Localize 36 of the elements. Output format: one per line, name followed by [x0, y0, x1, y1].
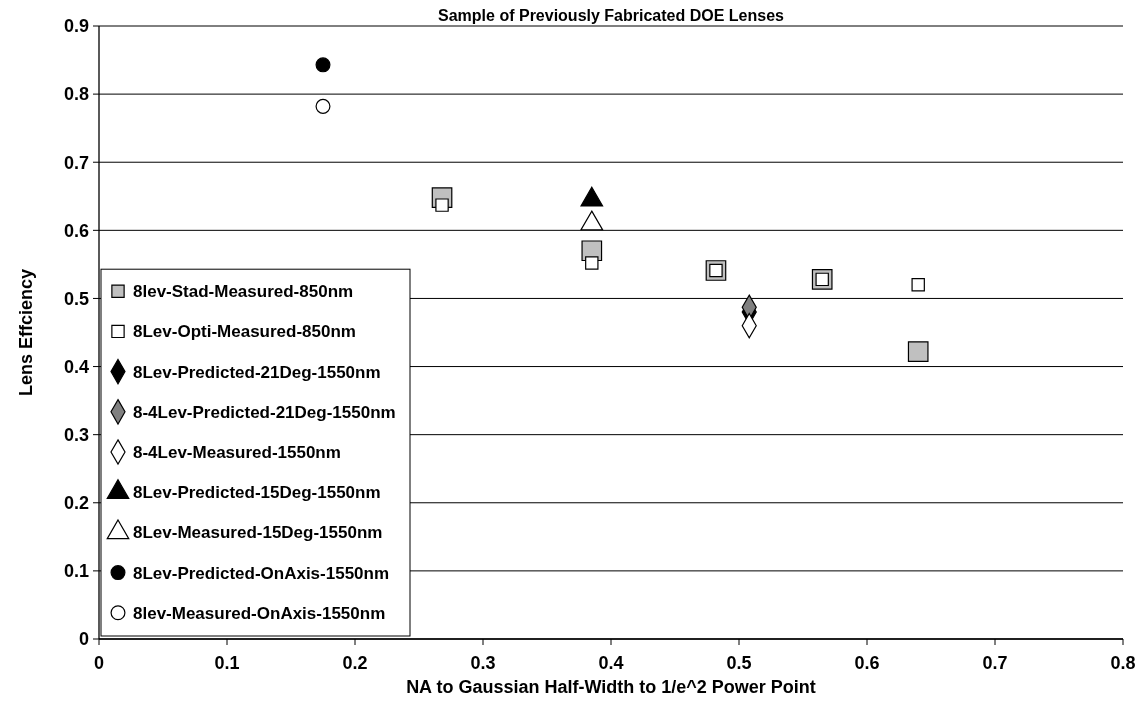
x-tick-label: 0.3: [470, 653, 496, 673]
legend-label: 8Lev-Opti-Measured-850nm: [133, 322, 356, 342]
legend-label: 8Lev-Predicted-15Deg-1550nm: [133, 483, 381, 503]
x-tick-label: 0.1: [214, 653, 240, 673]
x-tick-label: 0.2: [342, 653, 368, 673]
x-tick-label: 0: [93, 653, 105, 673]
legend-label: 8Lev-Measured-15Deg-1550nm: [133, 523, 383, 543]
y-tick-label: 0.6: [63, 220, 89, 241]
y-tick-label: 0.1: [63, 561, 89, 582]
x-tick-label: 0.5: [726, 653, 752, 673]
x-tick-label: 0.7: [982, 653, 1008, 673]
x-tick-label: 0.4: [598, 653, 624, 673]
point: [315, 98, 331, 114]
y-tick-label: 0.8: [63, 84, 89, 105]
y-tick-label: 0.2: [63, 493, 89, 514]
y-tick-label: 0.7: [63, 152, 89, 173]
point: [315, 57, 331, 73]
point: [585, 256, 599, 270]
legend-label: 8lev-Measured-OnAxis-1550nm: [133, 603, 386, 623]
point: [907, 341, 929, 362]
y-tick-label: 0.5: [63, 288, 89, 309]
chart-title: Sample of Previously Fabricated DOE Lenses: [438, 7, 785, 24]
y-tick-label: 0.4: [63, 356, 89, 377]
point: [435, 198, 449, 212]
y-tick-label: 0: [78, 629, 89, 650]
x-tick-label: 0.8: [1110, 653, 1136, 673]
y-tick-label: 0.3: [63, 424, 89, 445]
legend-label: 8Lev-Predicted-OnAxis-1550nm: [133, 563, 390, 583]
legend-label: 8Lev-Predicted-21Deg-1550nm: [133, 362, 381, 382]
y-tick-label: 0.9: [63, 16, 89, 37]
legend-label: 8-4Lev-Predicted-21Deg-1550nm: [133, 402, 396, 422]
legend-label: 8-4Lev-Measured-1550nm: [133, 442, 341, 462]
legend-label: 8lev-Stad-Measured-850nm: [133, 282, 354, 302]
x-axis-title: NA to Gaussian Half-Width to 1/e^2 Power Point: [406, 677, 816, 697]
y-axis-title: Lens Effciency: [16, 268, 36, 397]
x-tick-label: 0.6: [854, 653, 880, 673]
